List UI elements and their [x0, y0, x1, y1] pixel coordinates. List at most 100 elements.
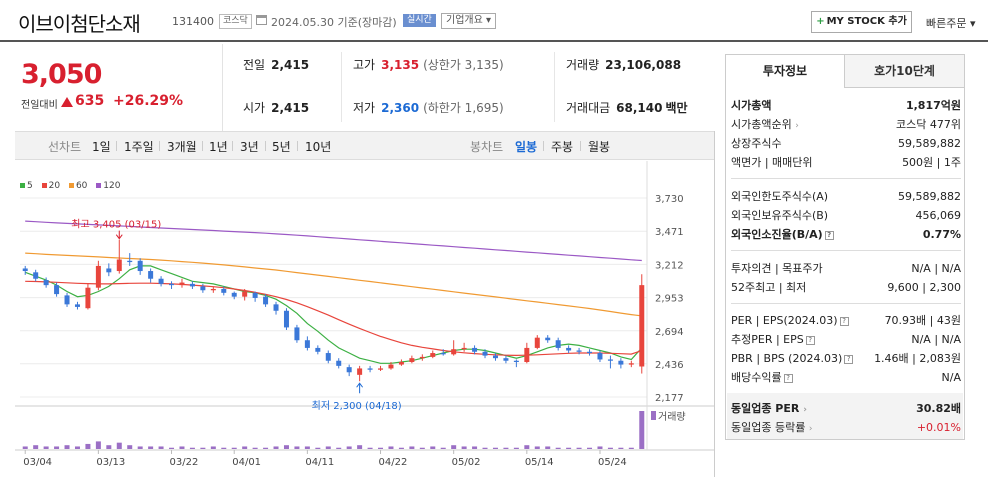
period-10y[interactable]: 10년	[305, 140, 332, 154]
industry-box	[727, 393, 963, 439]
low-arrow-icon	[356, 382, 364, 394]
candle-monthly[interactable]: 월봉	[588, 140, 611, 154]
current-price: 3,050	[21, 59, 102, 90]
info-icon[interactable]: ?	[839, 316, 849, 326]
change-label: 전일대비	[21, 100, 58, 111]
volume-bar	[472, 446, 478, 449]
period-1d[interactable]: 1일	[92, 140, 111, 154]
market-badge: 코스닥	[219, 14, 252, 29]
candle-body	[106, 268, 112, 273]
candle-body	[64, 295, 70, 305]
chevron-right-icon: ›	[808, 424, 813, 434]
info-icon[interactable]: ?	[783, 373, 793, 383]
period-5y[interactable]: 5년	[272, 140, 291, 154]
info-icon[interactable]: ?	[824, 230, 834, 240]
candle-body	[398, 362, 404, 365]
period-3y[interactable]: 3년	[240, 140, 259, 154]
volume-bar	[116, 442, 122, 449]
date-basis: 2024.05.30 기준(장마감)	[271, 16, 397, 29]
candle-body	[430, 353, 436, 357]
volume-bar	[325, 446, 331, 449]
volume-label: 거래량	[658, 411, 686, 423]
candle-body	[357, 368, 363, 375]
volume-bar	[283, 445, 289, 449]
stat-low: 저가 2,360 (하한가 1,695)	[353, 101, 504, 115]
chevron-right-icon: ›	[795, 121, 799, 131]
row-industry-per[interactable]: 동일업종 PER › 30.82배	[731, 402, 961, 415]
volume-bar	[534, 446, 540, 449]
volume-bar	[158, 446, 164, 449]
y-tick-label: 2,436	[655, 360, 684, 371]
info-panel: 투자정보 호가10단계 시가총액 1,817억원 시가총액순위 › 코스닥 477위…	[725, 54, 965, 440]
row-est-per-eps: 추정PER | EPS? N/A | N/A	[731, 333, 961, 346]
info-icon[interactable]: ?	[805, 335, 815, 345]
mystock-add-button[interactable]: + MY STOCK 추가	[811, 11, 912, 33]
candle-body	[378, 368, 384, 370]
volume-bar	[357, 445, 363, 449]
realtime-badge[interactable]: 실시간	[403, 14, 436, 27]
row-52week: 52주최고 | 최저 9,600 | 2,300	[731, 281, 961, 294]
volume-bar	[304, 446, 310, 449]
volume-bar	[336, 447, 342, 449]
tab-order-book[interactable]: 호가10단계	[845, 55, 964, 88]
x-tick-label: 03/04	[23, 457, 52, 468]
candle-body	[461, 347, 467, 350]
candle-body	[628, 363, 634, 365]
high-annotation: 최고 3,405 (03/15)	[71, 219, 161, 231]
candle-body	[242, 291, 248, 297]
candle-body	[482, 351, 488, 356]
y-tick-label: 2,694	[655, 327, 684, 338]
company-overview-dropdown[interactable]: 기업개요 ▾	[441, 13, 497, 29]
candle-body	[43, 280, 49, 286]
volume-bar	[492, 447, 498, 449]
legend-ma20: 20	[41, 181, 60, 191]
candle-body	[513, 360, 519, 363]
row-listed-shares: 상장주식수 59,589,882	[731, 137, 961, 150]
chevron-right-icon: ›	[803, 405, 807, 415]
period-3m[interactable]: 3개월	[167, 140, 197, 154]
chevron-down-icon: ▾	[969, 17, 976, 30]
volume-bar	[451, 445, 457, 449]
candle-daily[interactable]: 일봉	[515, 140, 538, 154]
y-tick-label: 3,212	[655, 260, 684, 271]
volume-bar	[137, 446, 143, 449]
volume-bar	[189, 447, 195, 449]
volume-bar	[503, 447, 509, 449]
candle-body	[346, 367, 352, 373]
candle-body	[419, 356, 425, 359]
volume-bar	[566, 447, 572, 449]
row-industry-change[interactable]: 동일업종 등락률 › +0.01%	[731, 421, 961, 434]
candle-body	[74, 304, 80, 307]
row-pbr-bps: PBR | BPS (2024.03)? 1.46배 | 2,083원	[731, 352, 961, 365]
volume-bar	[231, 447, 237, 449]
y-tick-label: 2,953	[655, 294, 684, 305]
info-icon[interactable]: ?	[844, 354, 854, 364]
x-tick-label: 05/24	[598, 457, 627, 468]
tab-investment-info[interactable]: 투자정보	[726, 55, 845, 88]
x-tick-label: 03/22	[170, 457, 199, 468]
candle-body	[169, 283, 175, 286]
candle-body	[252, 292, 258, 298]
volume-bar	[513, 447, 519, 449]
legend-ma120: 120	[96, 181, 120, 191]
stock-chart[interactable]: 5 20 60 120 3,730 3,471 3,212 2,953 2,694 2,4…	[15, 161, 714, 477]
candle-body	[273, 304, 279, 311]
candle-body	[325, 353, 331, 361]
volume-bar	[106, 445, 112, 449]
period-1w[interactable]: 1주일	[124, 140, 154, 154]
candle-body	[566, 347, 572, 351]
candle-body	[503, 358, 509, 361]
divider	[714, 131, 715, 477]
candle-weekly[interactable]: 주봉	[551, 140, 574, 154]
row-market-cap-rank[interactable]: 시가총액순위 › 코스닥 477위	[731, 118, 961, 131]
volume-bar	[440, 447, 446, 449]
period-1y[interactable]: 1년	[209, 140, 228, 154]
section-opinion: 투자의견 | 목표주가 N/A | N/A 52주최고 | 최저 9,600 | 2…	[731, 259, 961, 297]
candle-body	[576, 350, 582, 352]
chart-svg[interactable]: 3,730 3,471 3,212 2,953 2,694 2,436 2,177 최고 3,…	[15, 161, 714, 477]
volume-bar	[367, 447, 373, 449]
volume-bar	[210, 446, 216, 449]
quick-order-link[interactable]: 빠른주문 ▾	[926, 17, 976, 30]
volume-bar	[597, 446, 603, 449]
candle-body	[116, 259, 122, 272]
